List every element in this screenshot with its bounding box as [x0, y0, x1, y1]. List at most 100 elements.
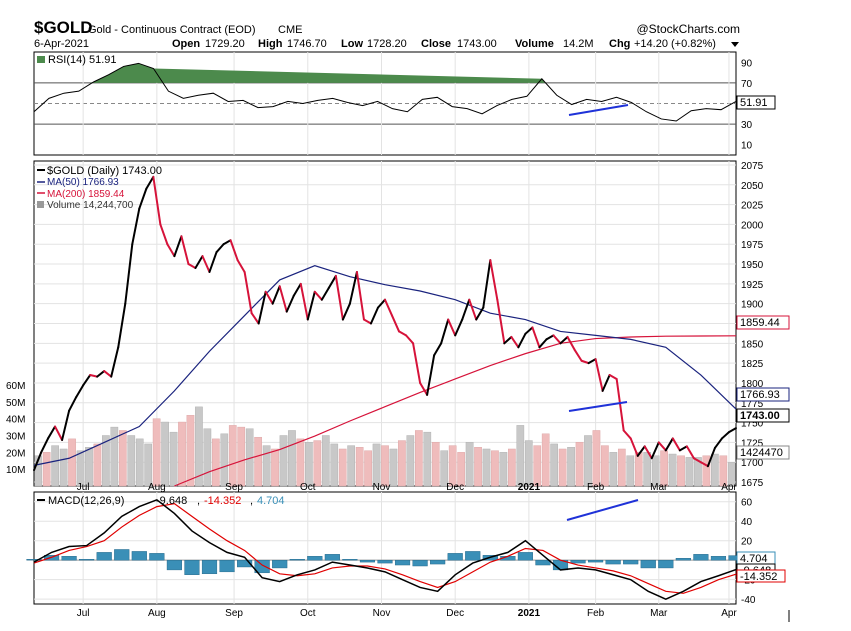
volume-bar: [110, 426, 119, 487]
volume-bar: [220, 433, 229, 487]
macd-x-tick-Mar: Mar: [650, 608, 668, 619]
price-segment: [285, 294, 295, 313]
volume-bar: [152, 418, 161, 487]
price-segment: [369, 306, 379, 325]
volume-bar: [127, 435, 136, 487]
macd-histogram-bar: [184, 559, 200, 575]
price-segment: [215, 243, 225, 254]
volume-legend-label: Volume 14,244,700: [47, 200, 134, 211]
macd-histogram-bar: [114, 549, 130, 561]
volume-bar: [415, 430, 423, 487]
volume-bar: [212, 438, 220, 487]
macd-histogram-bar: [394, 559, 411, 566]
close-value-tag: [736, 408, 790, 423]
price-segment: [89, 374, 99, 378]
price-segment: [187, 263, 197, 270]
volume-bar: [533, 445, 542, 487]
price-tick-1925: 1925: [741, 280, 764, 291]
price-segment: [384, 298, 394, 317]
price-segment: [341, 302, 351, 321]
volume-legend-swatch: [37, 201, 44, 208]
price-segment: [440, 318, 450, 345]
price-segment: [510, 335, 520, 349]
macd-signal-line: [33, 503, 737, 594]
value-tags: 51.91 1859.44 1766.93 1743.00 1424470 4.…: [736, 95, 790, 583]
macd-histogram-bar: [96, 552, 112, 561]
volume-tick-50M: 50M: [6, 398, 25, 409]
price-segment: [629, 437, 639, 457]
price-segment: [678, 445, 688, 452]
volume-bar: [660, 450, 668, 487]
volume-bar: [499, 452, 508, 487]
macd-panel: [33, 491, 737, 605]
price-segment: [685, 445, 695, 460]
chg-label: Chg: [609, 38, 630, 50]
price-segment: [152, 175, 162, 226]
price-segment: [650, 441, 660, 460]
macd-x-tick-Nov: Nov: [373, 608, 391, 619]
volume-bar: [727, 462, 736, 487]
price-tick-2025: 2025: [741, 201, 764, 212]
price-segment: [194, 255, 204, 270]
price-segment: [496, 298, 506, 345]
price-segment: [61, 409, 71, 442]
signal-value-tag: [736, 569, 786, 583]
volume-bar: [465, 442, 474, 487]
price-tick-1825: 1825: [741, 359, 764, 370]
rsi-tick-90: 90: [741, 58, 753, 69]
macd-x-tick-Dec: Dec: [446, 608, 464, 619]
macd-x-tick-Jul: Jul: [77, 608, 90, 619]
volume-bar: [541, 433, 550, 487]
price-segment: [447, 318, 457, 337]
price-segment: [412, 342, 422, 384]
volume-bar: [228, 425, 237, 487]
chg-down-arrow-icon: [731, 42, 739, 47]
macd-x-tick-Feb: Feb: [587, 608, 605, 619]
volume-bar: [694, 457, 702, 487]
volume-bar: [93, 443, 102, 487]
volume-bar: [508, 448, 516, 487]
macd-x-tick-2021: 2021: [518, 608, 541, 619]
price-segment: [131, 207, 141, 246]
volume-bar: [296, 438, 305, 487]
volume-bar: [68, 438, 76, 487]
macd-x-tick-Aug: Aug: [148, 608, 166, 619]
volume-bar: [423, 431, 432, 487]
x-tick-Sep: Sep: [225, 482, 243, 493]
rsi-overbought-fill: [89, 63, 546, 83]
price-segment: [40, 437, 50, 454]
macd-histogram-bar: [237, 559, 253, 568]
volume-bar: [330, 443, 339, 487]
macd-histogram-bar: [307, 556, 323, 561]
rsi-line: [33, 62, 737, 122]
volume-bar: [482, 448, 491, 487]
price-segment: [313, 290, 323, 301]
x-tick-Aug: Aug: [148, 482, 166, 493]
macd-histogram-bar: [623, 559, 639, 565]
volume-bar: [178, 421, 186, 487]
volume-bar: [42, 452, 51, 487]
price-segment: [243, 270, 253, 315]
price-tick-1725: 1725: [741, 438, 764, 449]
rsi-tick-70: 70: [741, 79, 753, 90]
volume-bar: [685, 457, 694, 487]
date-label: 6-Apr-2021: [34, 38, 89, 50]
macd-histogram-bar: [219, 559, 235, 573]
price-segment: [362, 318, 372, 325]
volume-bar: [711, 453, 719, 487]
volume-tick-30M: 30M: [6, 432, 25, 443]
volume-tick-20M: 20M: [6, 448, 25, 459]
price-tick-1750: 1750: [741, 419, 764, 430]
price-tick-1900: 1900: [741, 300, 764, 311]
close-value-tag-text: 1743.00: [740, 410, 780, 422]
price-segment: [82, 374, 92, 387]
volume-value-tag: [736, 445, 790, 460]
macd-histogram-bar: [675, 558, 691, 561]
price-tick-1850: 1850: [741, 339, 764, 350]
price-segment: [145, 175, 155, 190]
price-segment: [117, 302, 127, 349]
price-segment: [327, 274, 337, 289]
macd-histogram-bar: [710, 556, 727, 561]
macd-histogram-bar: [658, 559, 674, 569]
low-label: Low: [341, 38, 363, 50]
